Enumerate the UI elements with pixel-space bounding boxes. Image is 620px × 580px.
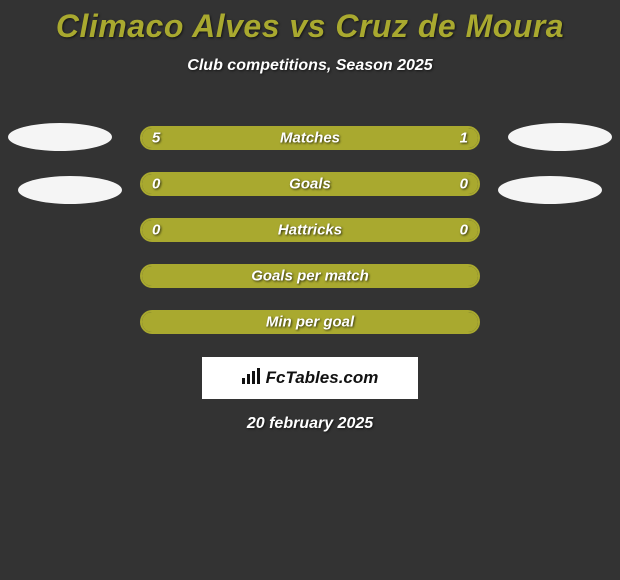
stat-bar: Min per goal	[140, 310, 480, 334]
comparison-infographic: Climaco Alves vs Cruz de Moura Club comp…	[0, 0, 620, 433]
stat-value-right: 0	[460, 222, 468, 239]
stat-row: Hattricks 0 0	[0, 207, 620, 253]
stat-label: Hattricks	[278, 222, 342, 239]
stat-label: Matches	[280, 130, 340, 147]
date-text: 20 february 2025	[0, 415, 620, 433]
stat-label: Min per goal	[266, 314, 354, 331]
subtitle: Club competitions, Season 2025	[0, 57, 620, 75]
stat-value-left: 5	[152, 130, 160, 147]
stat-row: Matches 5 1	[0, 115, 620, 161]
stat-fill-left	[142, 128, 411, 148]
stats-list: Matches 5 1 Goals 0 0 Hattricks 0 0 Goals per mat…	[0, 115, 620, 345]
stat-row: Goals per match	[0, 253, 620, 299]
stat-row: Goals 0 0	[0, 161, 620, 207]
page-title: Climaco Alves vs Cruz de Moura	[0, 8, 620, 45]
stat-bar: Goals 0 0	[140, 172, 480, 196]
stat-row: Min per goal	[0, 299, 620, 345]
stat-value-left: 0	[152, 222, 160, 239]
logo-text: FcTables.com	[266, 368, 379, 388]
stat-value-left: 0	[152, 176, 160, 193]
stat-label: Goals	[289, 176, 331, 193]
stat-bar: Goals per match	[140, 264, 480, 288]
chart-icon	[242, 368, 262, 389]
stat-value-right: 1	[460, 130, 468, 147]
stat-bar: Hattricks 0 0	[140, 218, 480, 242]
stat-label: Goals per match	[251, 268, 369, 285]
source-logo: FcTables.com	[202, 357, 418, 399]
stat-value-right: 0	[460, 176, 468, 193]
stat-bar: Matches 5 1	[140, 126, 480, 150]
